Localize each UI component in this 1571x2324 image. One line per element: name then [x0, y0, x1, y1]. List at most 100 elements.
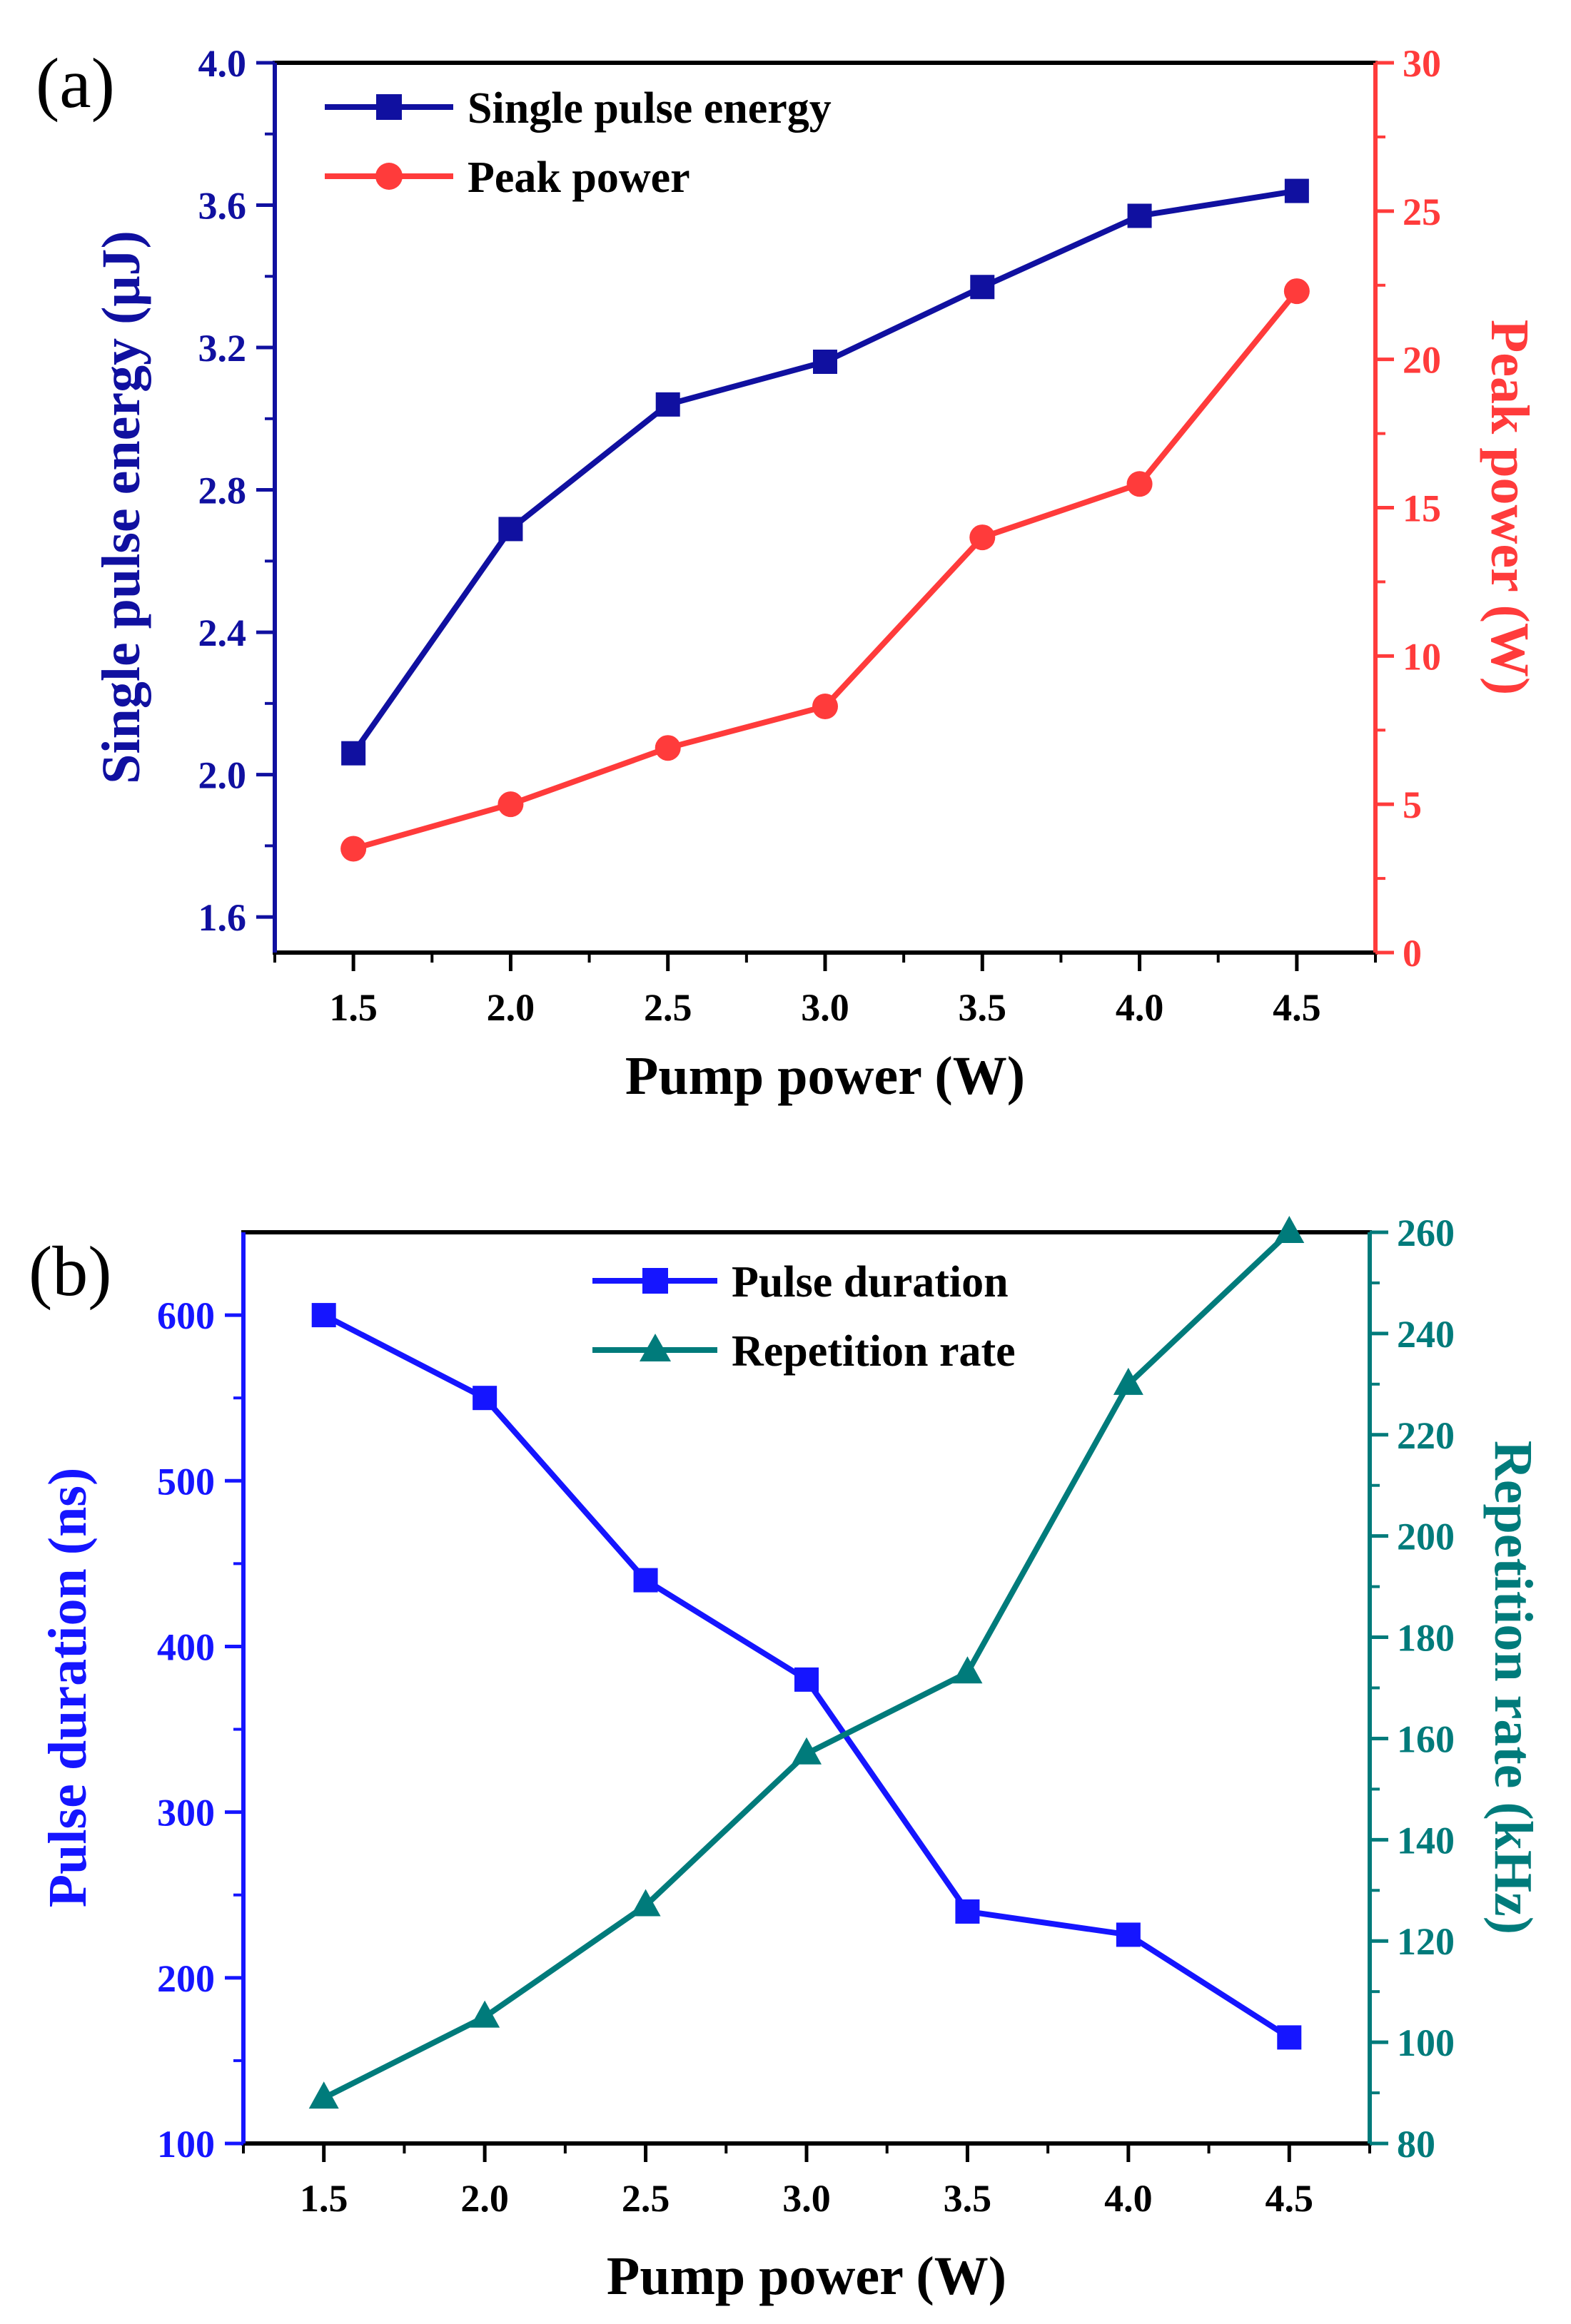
- right-tick-label: 200: [1397, 1516, 1455, 1558]
- right-tick-label: 180: [1397, 1617, 1455, 1660]
- data-point-peak-power: [1126, 471, 1153, 497]
- x-tick-label: 3.5: [944, 2177, 992, 2220]
- right-tick-label: 260: [1397, 1212, 1455, 1254]
- series-line-single-pulse-energy: [350, 188, 1298, 755]
- right-tick-label: 120: [1397, 1920, 1455, 1963]
- series-lines-b: [308, 1216, 1305, 2109]
- right-tick-label: 80: [1397, 2123, 1435, 2166]
- left-tick-label: 2.0: [198, 754, 247, 797]
- data-point-repetition-rate: [470, 2000, 500, 2028]
- data-point-single-pulse-energy: [970, 275, 995, 300]
- data-point-pulse-duration: [473, 1386, 497, 1411]
- right-tick-label: 140: [1397, 1819, 1455, 1862]
- x-tick-label: 2.5: [622, 2177, 670, 2220]
- data-point-repetition-rate: [1113, 1367, 1143, 1395]
- right-tick-label: 15: [1403, 487, 1441, 530]
- left-axis-ticks-b: 100 200 300 400 500 600: [157, 1294, 243, 2166]
- right-tick-label: 5: [1403, 783, 1422, 826]
- right-tick-label: 0: [1403, 932, 1422, 975]
- x-tick-label: 2.0: [460, 2177, 509, 2220]
- data-point-repetition-rate: [308, 2081, 339, 2109]
- data-point-single-pulse-energy: [341, 741, 366, 766]
- series-line-peak-power: [353, 289, 1299, 852]
- data-point-single-pulse-energy: [813, 349, 837, 374]
- legend-marker-square-icon: [642, 1268, 668, 1294]
- panel-label-b: (b): [29, 1232, 112, 1311]
- left-tick-label: 2.4: [198, 612, 247, 654]
- right-tick-label: 30: [1403, 42, 1441, 85]
- right-tick-label: 100: [1397, 2021, 1455, 2064]
- right-tick-label: 25: [1403, 191, 1441, 233]
- data-point-peak-power: [969, 524, 996, 551]
- x-tick-label: 4.0: [1116, 986, 1164, 1029]
- left-tick-label: 200: [157, 1957, 215, 2000]
- left-tick-label: 100: [157, 2123, 215, 2166]
- legend-label-pulse-duration: Pulse duration: [732, 1258, 1009, 1306]
- x-tick-label: 1.5: [329, 986, 378, 1029]
- data-point-repetition-rate: [630, 1889, 661, 1917]
- x-axis-ticks-b: 1.5 2.0 2.5 3.0 3.5 4.0 4.5: [242, 2143, 1371, 2220]
- left-tick-label: 3.6: [198, 185, 247, 228]
- legend-marker-square-icon: [376, 94, 402, 120]
- right-axis-ticks-a: 0 5 10 15 20 25 30: [1375, 42, 1441, 975]
- x-axis-title-b: Pump power (W): [607, 2246, 1006, 2306]
- left-axis-title-b: Pulse duration (ns): [38, 1468, 98, 1908]
- x-tick-label: 3.0: [801, 986, 849, 1029]
- chart-panel-b: (b) 1.5 2.0 2.5 3.0 3.5 4.0 4.5 100 200 300 400 50…: [29, 1212, 1543, 2306]
- legend-b: Pulse duration Repetition rate: [592, 1258, 1016, 1376]
- data-point-pulse-duration: [1116, 1922, 1141, 1947]
- data-point-repetition-rate: [792, 1737, 822, 1765]
- right-tick-label: 240: [1397, 1313, 1455, 1356]
- x-tick-label: 1.5: [300, 2177, 348, 2220]
- data-point-repetition-rate: [1274, 1216, 1305, 1243]
- left-axis-line-a: [273, 63, 277, 953]
- left-axis-title-a: Single pulse energy (μJ): [91, 230, 151, 784]
- legend-label-peak-power: Peak power: [468, 153, 690, 202]
- legend-a: Single pulse energy Peak power: [325, 84, 832, 202]
- legend-label-single-pulse-energy: Single pulse energy: [468, 84, 832, 133]
- series-lines-a: [340, 178, 1310, 862]
- legend-marker-triangle-icon: [640, 1334, 671, 1361]
- right-axis-ticks-b: 80 100 120 140 160 180 200 220 240 260: [1370, 1212, 1455, 2166]
- data-point-peak-power: [812, 693, 838, 719]
- x-tick-label: 4.5: [1273, 986, 1321, 1029]
- x-tick-label: 3.0: [782, 2177, 831, 2220]
- x-tick-label: 4.0: [1104, 2177, 1153, 2220]
- x-tick-label: 2.0: [487, 986, 535, 1029]
- right-tick-label: 20: [1403, 339, 1441, 382]
- left-tick-label: 4.0: [198, 42, 247, 85]
- legend-marker-circle-icon: [375, 163, 403, 190]
- chart-panel-a: (a) 1.5 2.0 2.5 3.0 3.5 4.0 4.5 1.6 2.0 2.4 2.8 3.…: [36, 42, 1540, 1106]
- right-axis-title-b: Repetition rate (kHz): [1483, 1441, 1543, 1934]
- data-point-pulse-duration: [311, 1303, 336, 1328]
- data-point-pulse-duration: [1277, 2025, 1302, 2050]
- data-point-repetition-rate: [952, 1656, 983, 1684]
- data-point-single-pulse-energy: [655, 392, 680, 417]
- left-axis-ticks-a: 1.6 2.0 2.4 2.8 3.2 3.6 4.0: [198, 42, 275, 939]
- left-axis-line-b: [241, 1232, 246, 2143]
- x-tick-label: 3.5: [959, 986, 1007, 1029]
- x-axis-title-a: Pump power (W): [625, 1046, 1025, 1106]
- data-point-pulse-duration: [794, 1667, 819, 1692]
- left-tick-label: 400: [157, 1625, 215, 1668]
- legend-label-repetition-rate: Repetition rate: [732, 1327, 1016, 1376]
- left-tick-label: 600: [157, 1294, 215, 1337]
- data-point-single-pulse-energy: [1127, 203, 1152, 228]
- left-tick-label: 3.2: [198, 327, 247, 370]
- data-point-peak-power: [1283, 278, 1310, 305]
- x-axis-ticks-a: 1.5 2.0 2.5 3.0 3.5 4.0 4.5: [273, 953, 1377, 1029]
- data-point-pulse-duration: [633, 1568, 658, 1593]
- left-tick-label: 500: [157, 1460, 215, 1503]
- right-tick-label: 10: [1403, 635, 1441, 678]
- left-tick-label: 2.8: [198, 470, 247, 512]
- left-tick-label: 300: [157, 1792, 215, 1835]
- data-point-peak-power: [497, 791, 524, 818]
- data-point-single-pulse-energy: [1284, 178, 1309, 203]
- right-tick-label: 220: [1397, 1414, 1455, 1457]
- right-tick-label: 160: [1397, 1717, 1455, 1760]
- data-point-peak-power: [340, 836, 367, 862]
- x-tick-label: 2.5: [644, 986, 692, 1029]
- panel-label-a: (a): [36, 44, 115, 123]
- left-tick-label: 1.6: [198, 896, 247, 939]
